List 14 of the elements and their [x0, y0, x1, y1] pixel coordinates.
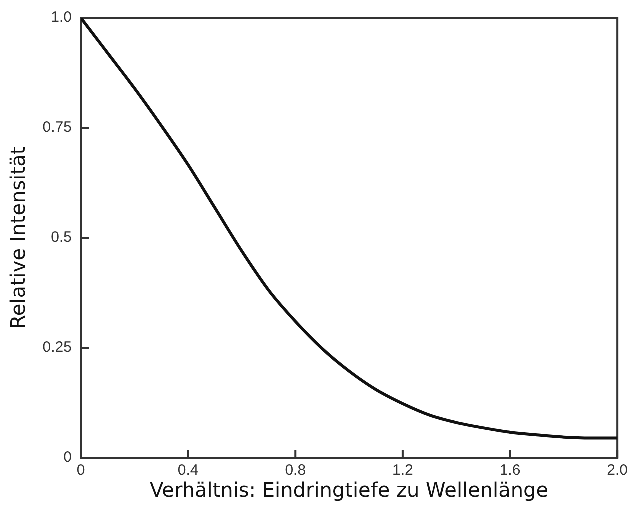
- x-axis-title: Verhältnis: Eindringtiefe zu Wellenlänge: [150, 478, 549, 502]
- y-tick-label: 0.75: [42, 119, 72, 136]
- y-tick-label: 0.25: [42, 339, 72, 356]
- x-tick-label: 0.8: [285, 462, 306, 480]
- y-tick-label: 0: [64, 449, 72, 466]
- line-series: [81, 18, 618, 440]
- y-tick-label: 0.5: [51, 229, 72, 246]
- x-tick-label: 1.2: [392, 462, 414, 480]
- x-tick-label: 0: [76, 462, 86, 480]
- x-tick-label: 1.6: [500, 462, 521, 480]
- y-tick-label: 1.0: [51, 9, 72, 26]
- x-tick-label: 2.0: [607, 462, 628, 480]
- x-tick-label: 0.4: [178, 462, 199, 480]
- y-axis-title: Relative Intensität: [6, 146, 30, 330]
